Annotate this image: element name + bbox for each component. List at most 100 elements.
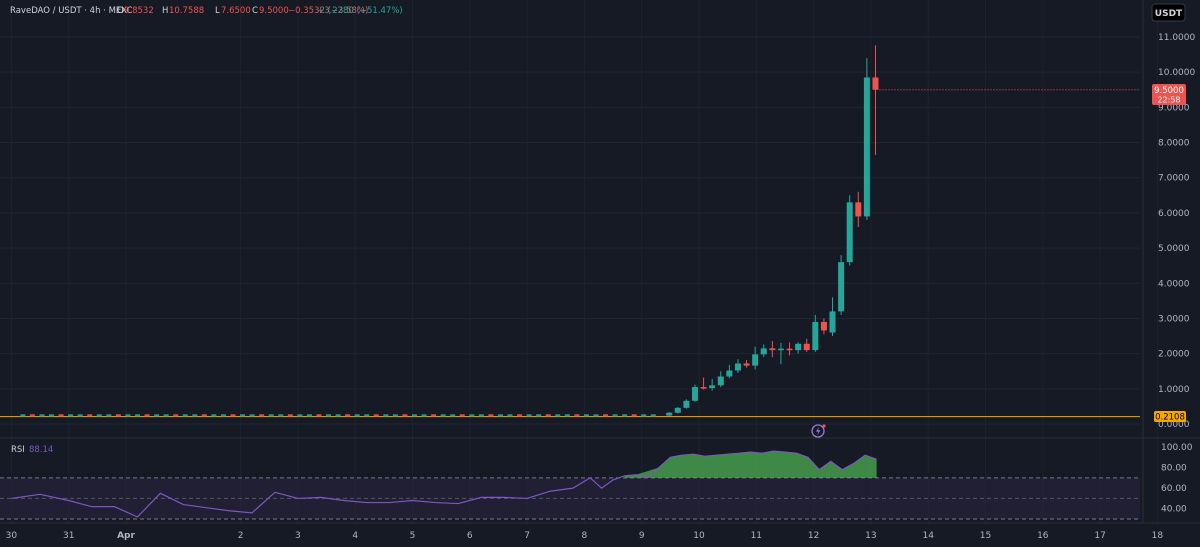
candle-small[interactable]	[230, 414, 236, 417]
candle-body[interactable]	[846, 202, 853, 263]
rsi-y-tick-label: 40.00	[1161, 505, 1187, 515]
candle-small[interactable]	[431, 414, 437, 417]
candle-small[interactable]	[354, 414, 360, 417]
candle-small[interactable]	[497, 414, 503, 417]
candle-small[interactable]	[411, 414, 417, 417]
candle-small[interactable]	[335, 414, 341, 417]
candle-body[interactable]	[812, 321, 819, 351]
candle-small[interactable]	[345, 414, 351, 417]
candle-small[interactable]	[306, 414, 312, 417]
candle-body[interactable]	[717, 376, 724, 386]
candle-small[interactable]	[163, 414, 169, 417]
candle-small[interactable]	[77, 414, 83, 417]
candle-small[interactable]	[459, 414, 465, 417]
candle-small[interactable]	[583, 414, 589, 417]
candle-small[interactable]	[106, 414, 112, 417]
rsi-line[interactable]	[11, 450, 877, 518]
candle-small[interactable]	[536, 414, 542, 417]
candle-small[interactable]	[603, 414, 609, 417]
candle-body[interactable]	[795, 343, 802, 351]
candle-small[interactable]	[383, 414, 389, 417]
candle-body[interactable]	[666, 412, 673, 416]
candle-small[interactable]	[211, 414, 217, 417]
candle-small[interactable]	[240, 414, 246, 417]
candle-body[interactable]	[786, 348, 793, 351]
candle-small[interactable]	[364, 414, 370, 417]
candle-small[interactable]	[564, 414, 570, 417]
candle-small[interactable]	[39, 414, 45, 417]
candle-small[interactable]	[392, 414, 398, 417]
candle-small[interactable]	[268, 414, 274, 417]
candle-small[interactable]	[68, 414, 74, 417]
candle-small[interactable]	[316, 414, 322, 417]
candle-small[interactable]	[488, 414, 494, 417]
candle-small[interactable]	[631, 414, 637, 417]
candle-small[interactable]	[115, 414, 121, 417]
candle-body[interactable]	[863, 77, 870, 217]
candle-small[interactable]	[326, 414, 332, 417]
candle-body[interactable]	[674, 407, 681, 413]
candle-small[interactable]	[517, 414, 523, 417]
candle-small[interactable]	[29, 414, 35, 417]
candle-small[interactable]	[545, 414, 551, 417]
candle-small[interactable]	[526, 414, 532, 417]
candle-body[interactable]	[803, 343, 810, 351]
candle-body[interactable]	[709, 385, 716, 389]
candle-small[interactable]	[574, 414, 580, 417]
candle-small[interactable]	[96, 414, 102, 417]
candle-small[interactable]	[249, 414, 255, 417]
candle-small[interactable]	[402, 414, 408, 417]
candle-small[interactable]	[612, 414, 618, 417]
candle-small[interactable]	[287, 414, 293, 417]
candle-body[interactable]	[700, 387, 707, 389]
candle-body[interactable]	[752, 354, 759, 366]
candle-body[interactable]	[855, 202, 862, 217]
candle-body[interactable]	[683, 400, 690, 408]
candle-body[interactable]	[872, 77, 879, 90]
candle-small[interactable]	[622, 414, 628, 417]
candle-body[interactable]	[734, 363, 741, 371]
candle-body[interactable]	[829, 311, 836, 333]
candle-small[interactable]	[421, 414, 427, 417]
candle-small[interactable]	[201, 414, 207, 417]
candle-body[interactable]	[691, 387, 698, 401]
candle-small[interactable]	[259, 414, 265, 417]
candle-small[interactable]	[58, 414, 64, 417]
candle-body[interactable]	[726, 370, 733, 377]
candle-small[interactable]	[144, 414, 150, 417]
candle-small[interactable]	[20, 414, 26, 417]
candle-small[interactable]	[440, 414, 446, 417]
candle-small[interactable]	[641, 414, 647, 417]
candle-small[interactable]	[125, 414, 131, 417]
candle-small[interactable]	[182, 414, 188, 417]
candle-small[interactable]	[478, 414, 484, 417]
candle-small[interactable]	[87, 414, 93, 417]
candle-small[interactable]	[469, 414, 475, 417]
lightning-bolt-icon[interactable]	[811, 424, 826, 438]
candle-body[interactable]	[760, 348, 767, 355]
candle-body[interactable]	[838, 262, 845, 312]
candle-small[interactable]	[593, 414, 599, 417]
candle-small[interactable]	[297, 414, 303, 417]
rsi-pane[interactable]	[0, 450, 1140, 520]
candle-body[interactable]	[743, 363, 750, 366]
candle-small[interactable]	[154, 414, 160, 417]
candle-small[interactable]	[220, 414, 226, 417]
candle-small[interactable]	[134, 414, 140, 417]
candle-body[interactable]	[777, 348, 784, 351]
currency-button[interactable]: USDT	[1151, 3, 1186, 22]
candle-small[interactable]	[650, 414, 656, 417]
candle-body[interactable]	[769, 348, 776, 351]
candle-small[interactable]	[555, 414, 561, 417]
candles[interactable]	[0, 45, 1140, 418]
candle-body[interactable]	[820, 321, 827, 331]
candle-small[interactable]	[173, 414, 179, 417]
candle-small[interactable]	[450, 414, 456, 417]
candle-small[interactable]	[373, 414, 379, 417]
candle-small[interactable]	[278, 414, 284, 417]
candle-small[interactable]	[49, 414, 55, 417]
candle-small[interactable]	[507, 414, 513, 417]
candle-small[interactable]	[192, 414, 198, 417]
